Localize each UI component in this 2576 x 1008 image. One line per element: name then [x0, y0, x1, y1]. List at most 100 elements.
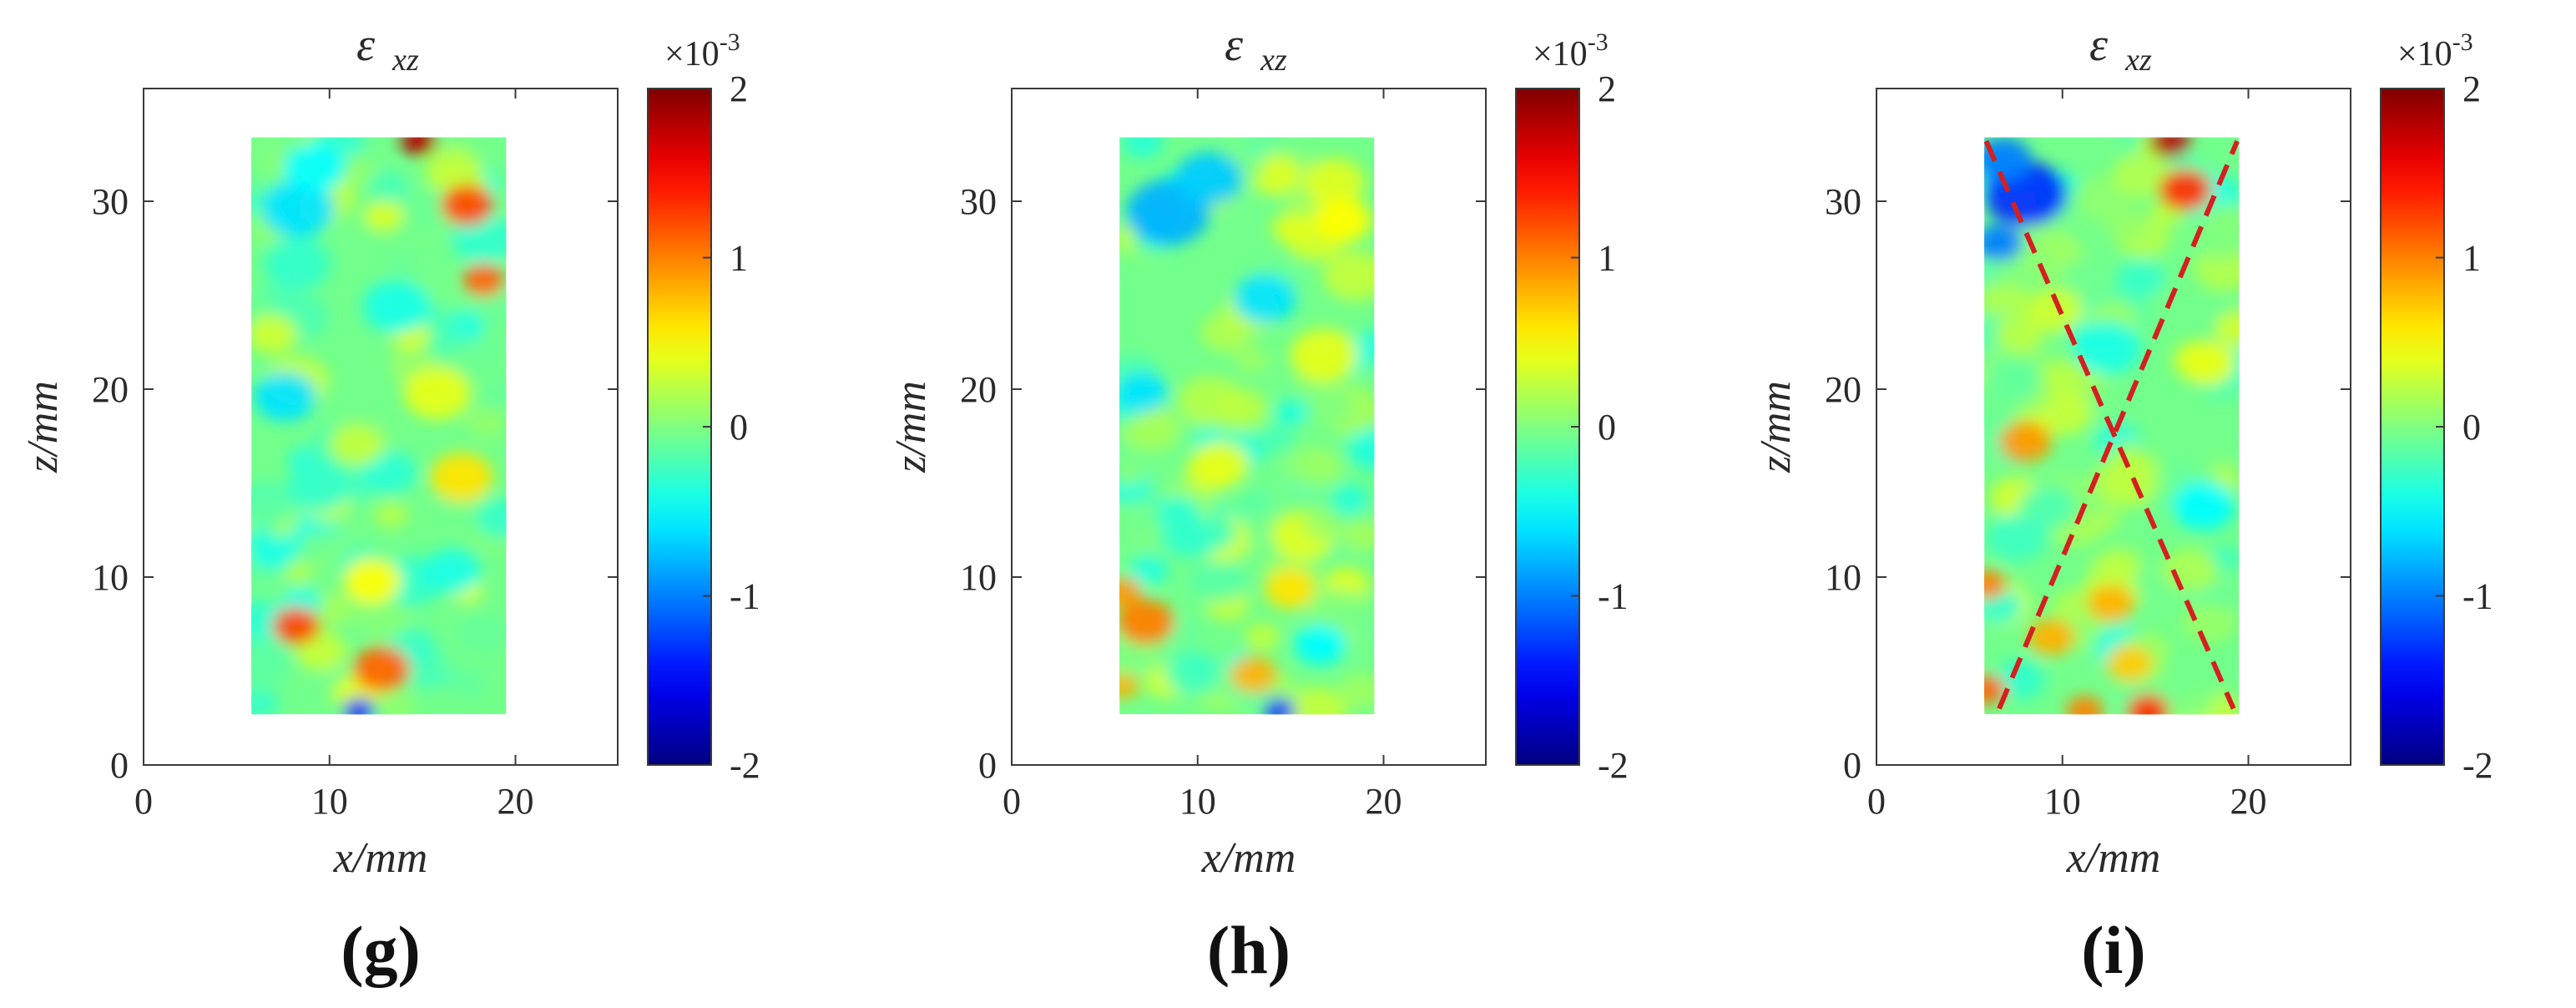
hotspot [1294, 624, 1346, 666]
hotspot [1160, 514, 1213, 557]
texture-blob [368, 170, 409, 203]
panel-label: (g) [341, 912, 421, 988]
field-texture [1984, 137, 2240, 715]
x-tick-label: 0 [1867, 781, 1886, 822]
hotspot [283, 143, 346, 192]
texture-blob [2094, 457, 2159, 506]
hotspot [462, 263, 505, 297]
texture-blob [2200, 437, 2239, 466]
field-texture [251, 137, 507, 715]
texture-blob [1190, 559, 1247, 603]
hotspot [261, 180, 335, 238]
texture-blob [415, 315, 465, 354]
texture-blob [299, 530, 349, 569]
x-tick-label: 0 [134, 781, 153, 822]
texture-blob [256, 538, 296, 569]
y-tick-label: 10 [92, 557, 129, 598]
texture-blob [1238, 488, 1274, 515]
hotspot [1119, 600, 1174, 645]
y-tick-label: 10 [960, 557, 997, 598]
x-axis-label: x/mm [333, 834, 428, 882]
texture-blob [1303, 509, 1343, 539]
panel-label: (h) [1207, 912, 1291, 988]
colorbar-tick-label: 2 [730, 68, 748, 109]
x-tick-label: 20 [497, 781, 533, 822]
y-tick-label: 0 [1843, 745, 1861, 786]
x-tick-label: 10 [2044, 781, 2081, 822]
hotspot [1264, 698, 1296, 715]
colorbar-tick-label: 2 [2462, 68, 2481, 109]
texture-blob [1984, 281, 2031, 321]
x-tick-label: 20 [1365, 781, 1402, 822]
texture-blob [2152, 670, 2217, 715]
hotspot [1233, 274, 1296, 324]
x-tick-label: 10 [311, 781, 348, 822]
hotspot [286, 462, 350, 512]
y-axis-label: z/mm [19, 381, 67, 474]
texture-blob [1260, 425, 1295, 453]
x-tick-label: 0 [1003, 781, 1021, 822]
hotspot [343, 698, 376, 715]
texture-blob [457, 615, 507, 653]
colorbar-tick-label: -1 [1598, 576, 1629, 617]
texture-blob [1129, 555, 1169, 586]
hotspot [272, 607, 320, 645]
texture-blob [2018, 485, 2076, 530]
chart-title: ε [356, 19, 376, 71]
texture-blob [1330, 484, 1370, 514]
hotspot [343, 558, 402, 604]
texture-blob [251, 688, 280, 715]
texture-blob [465, 407, 507, 439]
dashed-line [1983, 139, 2236, 710]
hotspot [2073, 321, 2141, 375]
hotspot [1999, 421, 2052, 463]
colorbar-tick-label: -2 [2462, 745, 2493, 786]
field-texture [1119, 137, 1375, 715]
hotspot [2172, 481, 2235, 530]
panel-label: (i) [2081, 912, 2145, 988]
y-axis-label: z/mm [1752, 381, 1800, 474]
x-tick-label: 20 [2230, 781, 2266, 822]
hotspot [362, 280, 431, 333]
colorbar-tick-label: 0 [2462, 407, 2481, 448]
hotspot [2087, 585, 2134, 622]
hotspot [430, 453, 493, 503]
texture-blob [1165, 651, 1221, 695]
texture-blob [374, 691, 417, 715]
texture-blob [1245, 623, 1280, 650]
hotspot [2066, 696, 2104, 715]
hotspot [2127, 694, 2169, 715]
texture-blob [364, 200, 404, 231]
texture-blob [2186, 210, 2240, 261]
y-tick-label: 20 [1825, 369, 1861, 410]
y-tick-label: 20 [960, 369, 997, 410]
texture-blob [2181, 600, 2236, 644]
y-tick-label: 30 [1825, 181, 1861, 222]
chart-title-subscript: xz [2124, 43, 2152, 78]
hotspot [441, 184, 493, 226]
hotspot [1191, 442, 1249, 487]
hotspot [253, 372, 316, 422]
hotspot [1264, 567, 1317, 610]
y-tick-label: 30 [92, 181, 129, 222]
texture-blob [374, 502, 409, 529]
texture-blob [1301, 387, 1355, 428]
colorbar-tick-label: 2 [1598, 68, 1616, 109]
texture-blob [280, 560, 314, 585]
hotspot [400, 137, 437, 156]
strain-field [1984, 137, 2240, 715]
texture-blob [1235, 346, 1270, 373]
y-axis-label: z/mm [887, 381, 935, 474]
texture-blob [450, 213, 507, 265]
texture-blob [1346, 428, 1375, 470]
texture-blob [2113, 151, 2174, 198]
chart-title: ε [2089, 19, 2109, 71]
texture-blob [1164, 618, 1203, 648]
texture-blob [450, 668, 487, 696]
strain-field [251, 137, 507, 715]
texture-blob [1119, 463, 1144, 486]
texture-blob [385, 252, 416, 276]
texture-blob [2058, 259, 2104, 295]
